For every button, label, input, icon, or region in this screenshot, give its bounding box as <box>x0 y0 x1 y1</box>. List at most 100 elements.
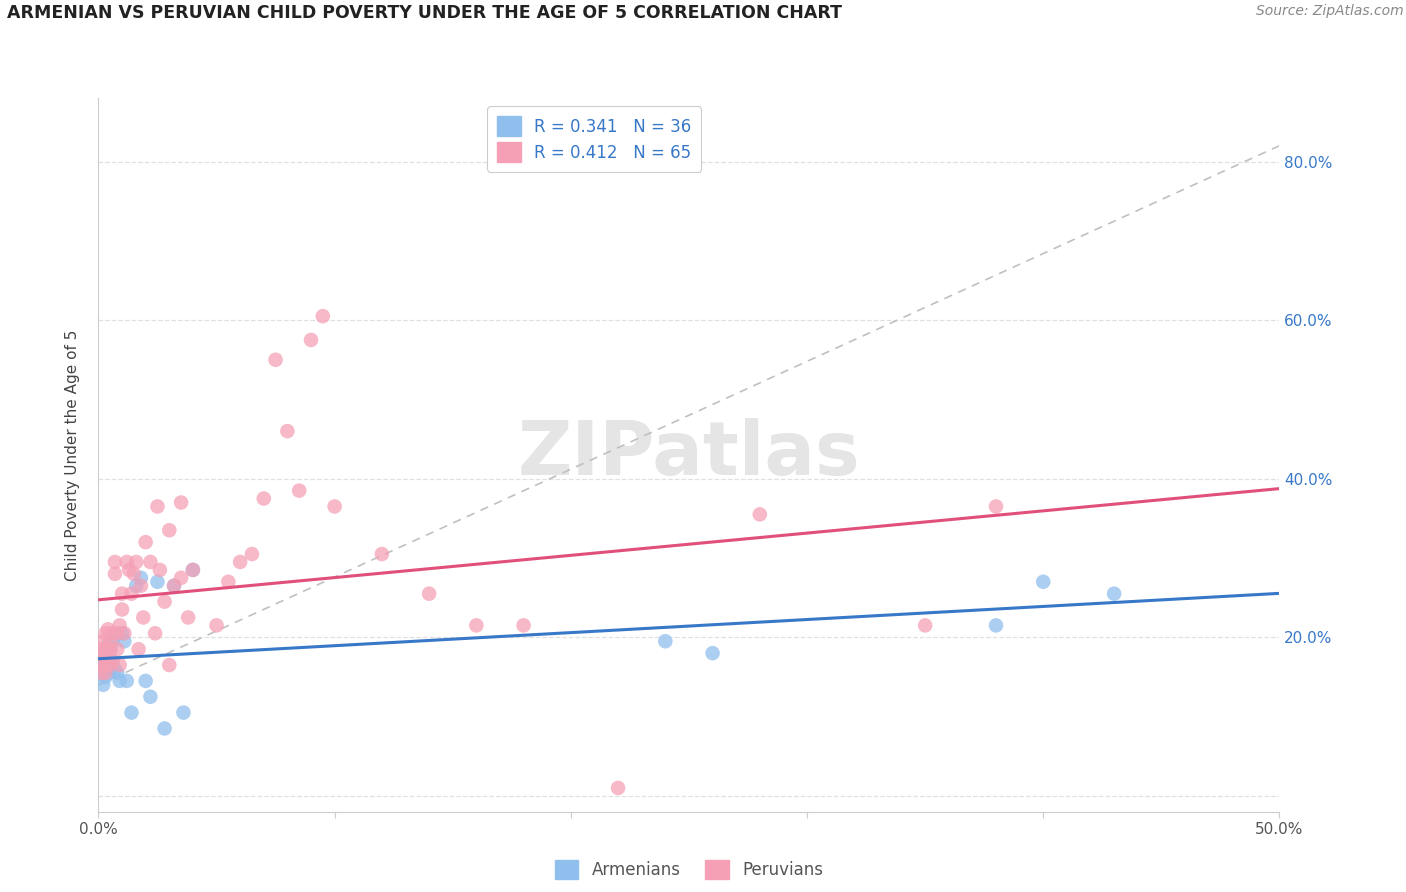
Point <box>94 650 117 665</box>
Point <box>153 722 176 736</box>
Point <box>101 654 124 668</box>
Point <box>135 535 157 549</box>
Point <box>299 333 322 347</box>
Point <box>112 626 135 640</box>
Point <box>914 618 936 632</box>
Point <box>98 662 121 676</box>
Point <box>98 634 121 648</box>
Point <box>112 634 135 648</box>
Point <box>465 618 488 632</box>
Point <box>115 555 138 569</box>
Point <box>276 424 298 438</box>
Point <box>253 491 276 506</box>
Point <box>118 563 141 577</box>
Point <box>240 547 263 561</box>
Point <box>177 610 200 624</box>
Point <box>90 642 112 657</box>
Point <box>98 642 121 657</box>
Text: ZIPatlas: ZIPatlas <box>517 418 860 491</box>
Point <box>288 483 311 498</box>
Point <box>748 508 770 522</box>
Point <box>512 618 534 632</box>
Point <box>122 566 145 581</box>
Text: Source: ZipAtlas.com: Source: ZipAtlas.com <box>1256 4 1403 19</box>
Point <box>104 566 127 581</box>
Point <box>104 662 127 676</box>
Point <box>94 670 117 684</box>
Point <box>139 690 162 704</box>
Point <box>125 579 148 593</box>
Point <box>1032 574 1054 589</box>
Point <box>94 658 117 673</box>
Point <box>115 673 138 688</box>
Point <box>143 626 166 640</box>
Point <box>1102 587 1125 601</box>
Point <box>121 587 143 601</box>
Point <box>105 642 128 657</box>
Point <box>108 618 131 632</box>
Point <box>418 587 440 601</box>
Point <box>129 571 152 585</box>
Point <box>101 626 124 640</box>
Point <box>181 563 204 577</box>
Point <box>607 780 630 795</box>
Point <box>146 574 169 589</box>
Point <box>125 555 148 569</box>
Point <box>984 618 1007 632</box>
Point <box>135 673 157 688</box>
Point <box>97 623 120 637</box>
Point <box>105 626 128 640</box>
Point <box>149 563 172 577</box>
Point <box>139 555 162 569</box>
Point <box>128 642 150 657</box>
Point <box>170 571 193 585</box>
Point <box>984 500 1007 514</box>
Point <box>91 634 114 648</box>
Point <box>90 665 112 680</box>
Point <box>90 654 112 668</box>
Point <box>94 646 117 660</box>
Point <box>132 610 155 624</box>
Point <box>111 626 134 640</box>
Point <box>702 646 724 660</box>
Text: ARMENIAN VS PERUVIAN CHILD POVERTY UNDER THE AGE OF 5 CORRELATION CHART: ARMENIAN VS PERUVIAN CHILD POVERTY UNDER… <box>7 4 842 22</box>
Point <box>323 500 346 514</box>
Point <box>105 665 128 680</box>
Point <box>94 665 117 680</box>
Point <box>654 634 676 648</box>
Point <box>98 642 121 657</box>
Point <box>97 638 120 652</box>
Point <box>91 678 114 692</box>
Point <box>170 495 193 509</box>
Point <box>172 706 194 720</box>
Point <box>91 658 114 673</box>
Y-axis label: Child Poverty Under the Age of 5: Child Poverty Under the Age of 5 <box>65 329 80 581</box>
Point <box>157 523 180 537</box>
Point <box>153 594 176 608</box>
Point <box>101 654 124 668</box>
Point <box>121 706 143 720</box>
Point <box>157 658 180 673</box>
Point <box>90 658 112 673</box>
Point <box>163 579 186 593</box>
Point <box>111 602 134 616</box>
Point <box>264 352 287 367</box>
Point <box>111 587 134 601</box>
Point <box>163 579 186 593</box>
Point <box>108 673 131 688</box>
Point <box>146 500 169 514</box>
Point <box>97 642 120 657</box>
Point <box>371 547 394 561</box>
Point <box>94 626 117 640</box>
Point <box>129 579 152 593</box>
Point <box>101 634 124 648</box>
Point <box>90 665 112 680</box>
Point <box>98 658 121 673</box>
Point <box>217 574 239 589</box>
Point <box>312 309 335 323</box>
Point <box>97 665 120 680</box>
Point <box>205 618 228 632</box>
Point <box>90 654 112 668</box>
Legend: Armenians, Peruvians: Armenians, Peruvians <box>548 853 830 886</box>
Point <box>91 650 114 665</box>
